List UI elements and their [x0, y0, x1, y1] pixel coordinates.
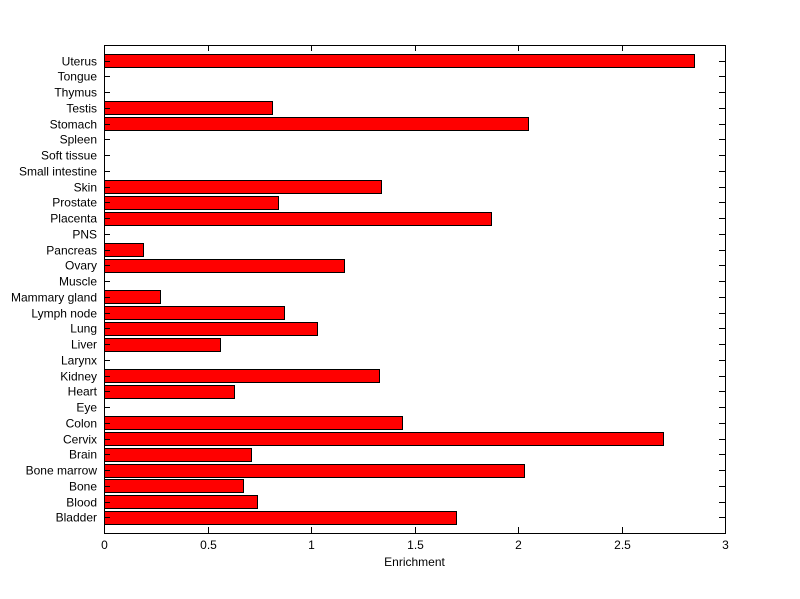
- bar-ovary: [104, 259, 345, 273]
- y-tick-label-bone-marrow: Bone marrow: [26, 464, 98, 478]
- bar-bone-marrow: [104, 464, 525, 478]
- bar-lung: [104, 322, 318, 336]
- y-tick-label-pns: PNS: [72, 228, 97, 242]
- y-tick-label-lung: Lung: [70, 322, 97, 336]
- y-tick-label-ovary: Ovary: [65, 259, 97, 273]
- bar-bone: [104, 479, 244, 493]
- bar-mammary-gland: [104, 290, 161, 304]
- bar-liver: [104, 338, 221, 352]
- bar-kidney: [104, 369, 380, 383]
- bar-testis: [104, 101, 273, 115]
- y-tick-label-cervix: Cervix: [63, 433, 97, 447]
- bar-blood: [104, 495, 258, 509]
- bar-brain: [104, 448, 252, 462]
- y-tick-label-skin: Skin: [74, 181, 97, 195]
- y-tick-label-uterus: Uterus: [62, 55, 97, 69]
- y-tick-label-bladder: Bladder: [56, 511, 97, 525]
- y-tick-label-eye: Eye: [76, 401, 97, 415]
- y-tick-label-tongue: Tongue: [58, 70, 98, 84]
- x-tick-label-1: 1: [308, 538, 315, 552]
- bar-pancreas: [104, 243, 144, 257]
- y-tick-label-heart: Heart: [68, 385, 98, 399]
- y-tick-label-bone: Bone: [69, 480, 97, 494]
- y-tick-label-soft-tissue: Soft tissue: [41, 149, 97, 163]
- y-tick-label-thymus: Thymus: [54, 86, 97, 100]
- bar-colon: [104, 416, 403, 430]
- bar-placenta: [104, 212, 492, 226]
- y-tick-label-small-intestine: Small intestine: [19, 165, 97, 179]
- x-tick-label-3: 3: [722, 538, 729, 552]
- y-tick-label-colon: Colon: [66, 417, 97, 431]
- y-tick-label-pancreas: Pancreas: [46, 244, 97, 258]
- bar-bladder: [104, 511, 457, 525]
- bar-stomach: [104, 117, 529, 131]
- bar-lymph-node: [104, 306, 285, 320]
- x-tick-label-2: 2: [515, 538, 522, 552]
- bar-skin: [104, 180, 382, 194]
- bar-cervix: [104, 432, 664, 446]
- y-tick-label-muscle: Muscle: [59, 275, 97, 289]
- x-tick-label-0: 0: [101, 538, 108, 552]
- x-tick-label-0.5: 0.5: [200, 538, 217, 552]
- y-tick-label-blood: Blood: [66, 496, 97, 510]
- y-tick-label-mammary-gland: Mammary gland: [11, 291, 97, 305]
- y-tick-label-liver: Liver: [71, 338, 97, 352]
- y-tick-label-larynx: Larynx: [61, 354, 97, 368]
- x-tick-label-1.5: 1.5: [407, 538, 424, 552]
- x-axis-title: Enrichment: [384, 555, 445, 569]
- y-tick-label-spleen: Spleen: [60, 133, 97, 147]
- x-tick-label-2.5: 2.5: [614, 538, 631, 552]
- bar-prostate: [104, 196, 279, 210]
- y-tick-label-testis: Testis: [66, 102, 97, 116]
- y-tick-label-kidney: Kidney: [60, 370, 97, 384]
- y-tick-label-stomach: Stomach: [50, 118, 97, 132]
- bar-heart: [104, 385, 235, 399]
- y-tick-label-placenta: Placenta: [50, 212, 97, 226]
- y-tick-label-lymph-node: Lymph node: [31, 307, 97, 321]
- bar-uterus: [104, 54, 695, 68]
- y-tick-label-prostate: Prostate: [52, 196, 97, 210]
- y-tick-label-brain: Brain: [69, 448, 97, 462]
